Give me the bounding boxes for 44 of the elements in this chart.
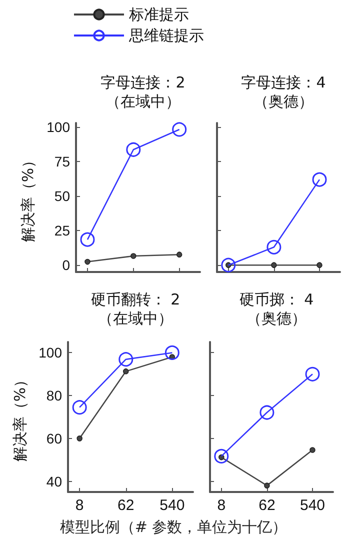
point [164,345,180,360]
point [76,436,82,442]
legend-label: 思维链提示 [128,26,204,44]
point [310,447,316,453]
y-tick-label: 80 [46,388,62,404]
y-tick-label: 50 [54,188,70,204]
point [176,252,182,258]
point [264,482,270,488]
chart-subtitle: （在域中） [106,92,180,110]
point [122,368,129,374]
chart-subtitle: （奥德） [254,92,314,110]
x-tick-label: 62 [118,497,134,514]
x-tick-label: 540 [300,497,326,514]
point [260,405,274,420]
y-tick-label: 60 [46,430,62,446]
y-tick-label: 100 [38,344,62,361]
chart-subtitle: （在域中） [98,310,173,328]
y-tick-label: 25 [54,222,70,239]
x-tick-label: 540 [160,497,185,514]
point [305,366,320,382]
chart-title: 硬币翻转： 2 [90,290,180,308]
point [72,400,87,415]
x-tick-label: 62 [258,497,276,514]
y-axis-title: 解决率（%） [11,372,30,462]
point [80,232,95,247]
point [172,122,187,137]
x-axis-title: 模型比例（# 参数，单位为十亿） [58,518,288,537]
y-tick-label: 40 [46,473,62,490]
chart-title: 硬币掷： 4 [239,290,314,308]
chart-title: 字母连接：2 [100,74,186,92]
point [130,253,136,259]
x-tick-label: 8 [217,497,226,514]
chart-subtitle: （奥德） [246,310,306,328]
point [214,448,229,464]
y-tick-label: 75 [54,154,70,170]
chart-title: 字母连接：4 [241,74,326,92]
legend-label: 标准提示 [128,6,189,24]
point [126,142,141,157]
x-tick-label: 8 [75,497,84,514]
y-axis-title: 解决率（%） [19,152,38,242]
y-tick-label: 0 [62,257,70,274]
point [84,258,90,265]
y-tick-label: 100 [46,119,70,136]
point [118,352,134,367]
